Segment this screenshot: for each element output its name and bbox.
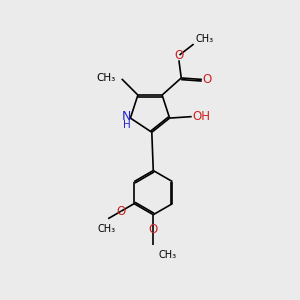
Text: O: O [148,223,158,236]
Text: O: O [175,49,184,62]
Text: H: H [123,120,130,130]
Text: CH₃: CH₃ [159,250,177,260]
Text: CH₃: CH₃ [96,73,115,83]
Text: O: O [202,73,212,86]
Text: OH: OH [192,110,210,123]
Text: O: O [117,205,126,218]
Text: CH₃: CH₃ [98,224,116,234]
Text: CH₃: CH₃ [195,34,213,44]
Text: N: N [122,110,131,123]
